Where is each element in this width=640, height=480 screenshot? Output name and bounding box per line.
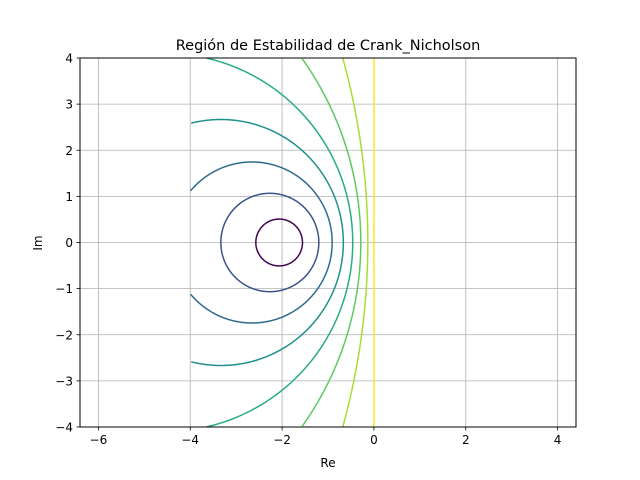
contour-line: [301, 58, 362, 427]
y-tick-label: −2: [55, 328, 73, 342]
y-tick-label: −3: [55, 374, 73, 388]
y-tick-label: 4: [65, 52, 73, 66]
y-axis-label: Im: [31, 235, 45, 250]
x-tick-label: −6: [90, 433, 108, 447]
x-axis-label: Re: [320, 456, 335, 470]
contour-lines: [190, 57, 375, 428]
y-tick-label: 0: [65, 236, 73, 250]
contour-line: [190, 161, 333, 324]
x-tick-label: 4: [554, 433, 562, 447]
x-tick-label: 0: [370, 433, 378, 447]
contour-line: [255, 218, 304, 267]
contour-line: [220, 192, 320, 293]
y-tick-label: −4: [55, 421, 73, 435]
chart-title: Región de Estabilidad de Crank_Nicholson: [176, 38, 481, 54]
contour-line: [191, 118, 345, 367]
y-tick-label: −1: [55, 282, 73, 296]
contour-line: [342, 58, 369, 427]
x-tick-label: 2: [462, 433, 470, 447]
y-tick-label: 1: [65, 190, 73, 204]
y-tick-label: 3: [65, 98, 73, 112]
contour-line: [206, 57, 354, 428]
x-tick-label: −4: [181, 433, 199, 447]
x-tick-label: −2: [273, 433, 291, 447]
axis-ticks: −6 −4 −2 0 2 4 −4 −3 −2 −1 0 1 2 3 4: [55, 52, 561, 448]
y-tick-label: 2: [65, 144, 73, 158]
